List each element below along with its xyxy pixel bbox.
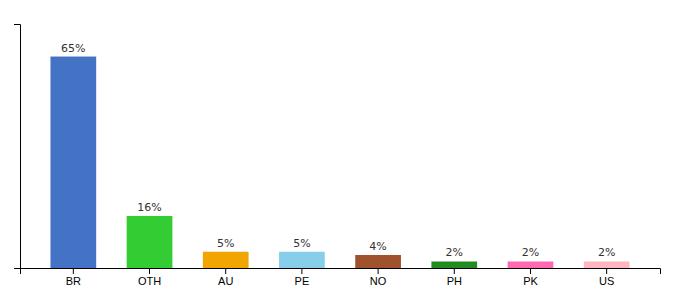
x-tick: PK [523,268,538,287]
x-tick-mark [301,268,302,274]
data-label: 5% [217,237,234,250]
data-label: 2% [598,246,615,259]
data-label: 4% [369,240,386,253]
bar [431,261,477,268]
data-labels: 65% 16% 5% 5% 4% 2% 2% 2% [61,42,615,260]
bar [508,261,554,268]
bar [584,261,630,268]
bar [203,252,249,268]
bar [50,57,96,268]
x-axis-line [21,269,661,275]
x-tick: AU [218,268,233,287]
x-tick-mark [149,268,150,274]
x-tick-mark [225,268,226,274]
x-tick-mark [378,268,379,274]
x-tick-label: PK [523,275,538,287]
data-label: 65% [61,42,85,55]
x-tick: NO [370,268,387,287]
chart: 65% 16% 5% 5% 4% 2% 2% 2% BR OTH AU PE NO PH PK US [0,0,680,300]
plot: 65% 16% 5% 5% 4% 2% 2% 2% BR OTH AU PE NO PH PK US [14,25,661,287]
x-tick-mark [606,268,607,274]
x-axis: BR OTH AU PE NO PH PK US [21,268,661,287]
data-label: 2% [446,246,463,259]
bar [355,255,401,268]
x-tick-label: US [599,275,614,287]
x-tick-label: BR [66,275,81,287]
x-tick-label: PE [295,275,310,287]
x-tick-label: NO [370,275,387,287]
data-label: 2% [522,246,539,259]
bars [50,57,629,268]
y-axis-line [14,25,21,269]
x-tick: US [599,268,614,287]
bar [279,252,325,268]
x-tick: PE [295,268,310,287]
bar [127,216,173,268]
x-tick-mark [73,268,74,274]
x-tick-label: OTH [138,275,161,287]
data-label: 5% [293,237,310,250]
x-tick-mark [454,268,455,274]
x-tick-label: PH [447,275,462,287]
x-tick: PH [447,268,462,287]
x-tick-mark [530,268,531,274]
x-tick: OTH [138,268,161,287]
x-tick: BR [66,268,81,287]
x-tick-label: AU [218,275,233,287]
y-axis [14,25,21,269]
data-label: 16% [137,201,161,214]
